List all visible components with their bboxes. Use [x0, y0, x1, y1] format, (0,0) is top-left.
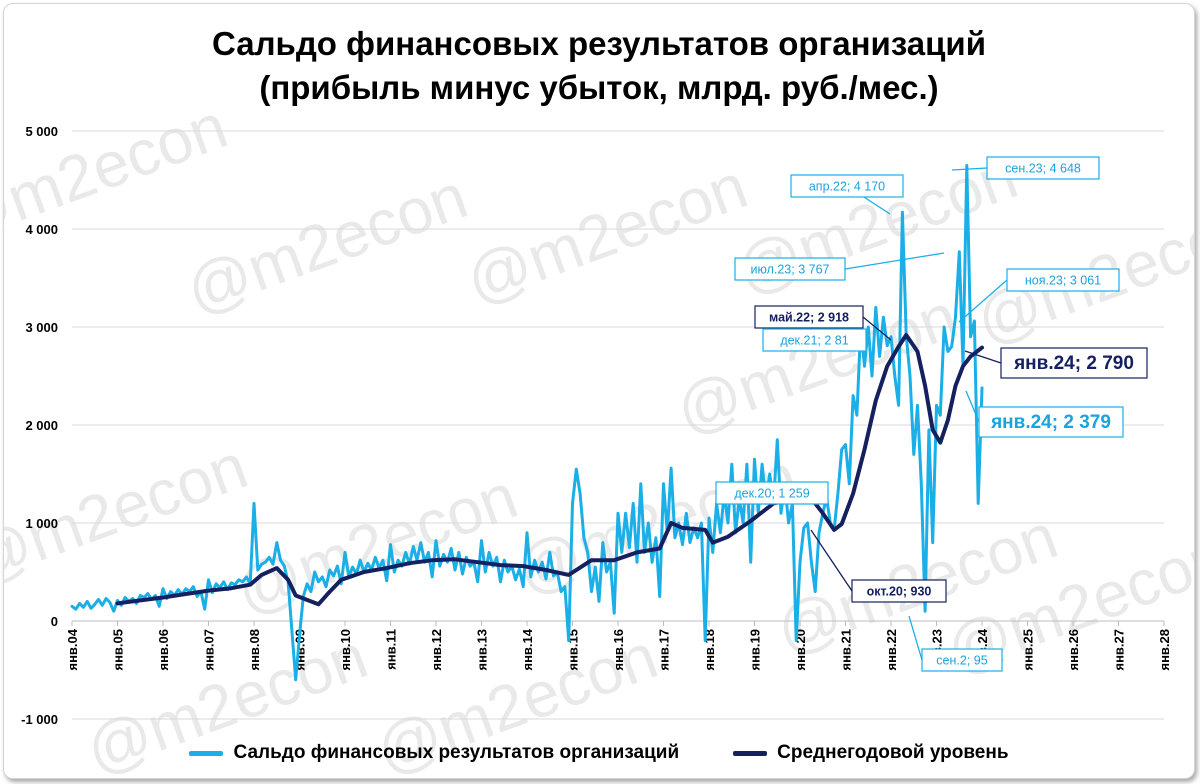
chart-title: Сальдо финансовых результатов организаци… [4, 22, 1194, 110]
y-tick-label: 3 000 [25, 320, 58, 335]
annotation-leader [965, 390, 980, 423]
y-tick-label: 2 000 [25, 418, 58, 433]
annotation-box [1000, 347, 1148, 379]
annotation-label: окт.20; 930 [867, 585, 932, 599]
annotation-leader [844, 252, 945, 270]
x-tick-label: янв.11 [384, 629, 399, 670]
x-tick-label: янв.10 [338, 629, 353, 671]
x-tick-label: янв.06 [156, 629, 171, 671]
watermark-text: @m2econ [457, 149, 757, 317]
annotation-label: сен.2; 95 [936, 654, 987, 668]
y-axis-ticks: -1 000 0 1 000 2 000 3 000 4 000 5 000 [21, 124, 58, 727]
legend-label-average: Среднегодовой уровень [777, 742, 1009, 763]
annotation-box [851, 579, 947, 603]
annotation-box [790, 174, 904, 198]
annotation-box [754, 305, 864, 329]
x-tick-label: янв.25 [1021, 629, 1036, 671]
y-tick-label: 1 000 [25, 516, 58, 531]
x-tick-label: янв.22 [884, 629, 899, 671]
annotation-box [978, 406, 1124, 438]
y-tick-label: 4 000 [25, 222, 58, 237]
legend: Сальдо финансовых результатов организаци… [4, 742, 1194, 764]
annotation-leader [964, 350, 1002, 364]
chart-frame: Сальдо финансовых результатов организаци… [3, 3, 1195, 779]
annotation-label: дек.21; 2 81 [780, 334, 848, 348]
annotation-label: янв.24; 2 790 [1013, 353, 1134, 374]
watermark-text: @m2econ [177, 159, 477, 327]
annotation-box [1006, 268, 1120, 292]
annotation-box [715, 481, 829, 505]
annotation-leader [810, 529, 853, 592]
annotations-layer: апр.22; 4 170 сен.23; 4 648 июл.23; 3 767 н… [715, 156, 1148, 672]
annotation-leader [862, 316, 892, 341]
watermark-text: @m2econ [4, 429, 256, 597]
legend-label-balance: Сальдо финансовых результатов организаци… [233, 742, 680, 763]
legend-swatch-average [733, 750, 768, 756]
legend-item-average[interactable]: Среднегодовой уровень [733, 742, 1009, 764]
x-axis-ticks: янв.04 янв.05 янв.06 янв.07 янв.08 янв.09 янв.… [65, 621, 1172, 671]
annotation-label: дек.20; 1 259 [734, 487, 809, 501]
annotation-box [734, 257, 846, 281]
annotation-label: июл.23; 3 767 [751, 263, 830, 277]
annotation-label: янв.24; 2 379 [990, 412, 1111, 433]
x-tick-label: янв.04 [65, 628, 80, 670]
chart-plot: @m2econ@m2econ@m2econ@m2econ@m2econ@m2ec… [4, 89, 1194, 778]
legend-item-balance[interactable]: Сальдо финансовых результатов организаци… [189, 742, 679, 764]
x-tick-label: янв.16 [611, 629, 626, 671]
annotation-leader [951, 167, 988, 171]
series-line-average [115, 333, 984, 607]
annotation-box [921, 648, 1003, 672]
chart-title-line-1: Сальдо финансовых результатов организаци… [211, 25, 987, 62]
x-tick-label: янв.27 [1112, 629, 1127, 671]
x-tick-label: янв.17 [657, 629, 672, 671]
annotation-label: сен.23; 4 648 [1005, 162, 1081, 176]
x-tick-label: янв.05 [111, 629, 126, 671]
legend-swatch-balance [189, 750, 224, 756]
x-tick-label: янв.19 [748, 629, 763, 671]
y-tick-label: -1 000 [21, 712, 58, 727]
x-tick-label: янв.13 [475, 629, 490, 671]
annotation-box [762, 328, 867, 352]
x-tick-label: янв.14 [520, 628, 535, 670]
x-tick-label: янв.07 [202, 629, 217, 671]
y-tick-label: 0 [51, 614, 58, 629]
x-tick-label: янв.21 [839, 629, 854, 671]
x-tick-label: янв.08 [247, 629, 262, 671]
x-tick-label: янв.26 [1066, 629, 1081, 671]
chart-title-line-2: (прибыль минус убыток, млрд. руб./мес.) [259, 69, 939, 106]
watermark-text: @m2econ [727, 139, 1027, 307]
annotation-box [986, 156, 1100, 180]
x-tick-label: янв.28 [1157, 629, 1172, 671]
annotation-leader [958, 279, 1008, 323]
annotation-label: май.22; 2 918 [769, 311, 849, 325]
series-layer [70, 164, 984, 682]
y-tick-label: 5 000 [25, 124, 58, 139]
annotation-leader [908, 615, 923, 661]
annotation-label: апр.22; 4 170 [809, 180, 885, 194]
x-tick-label: янв.12 [429, 629, 444, 671]
annotation-label: ноя.23; 3 061 [1025, 274, 1101, 288]
